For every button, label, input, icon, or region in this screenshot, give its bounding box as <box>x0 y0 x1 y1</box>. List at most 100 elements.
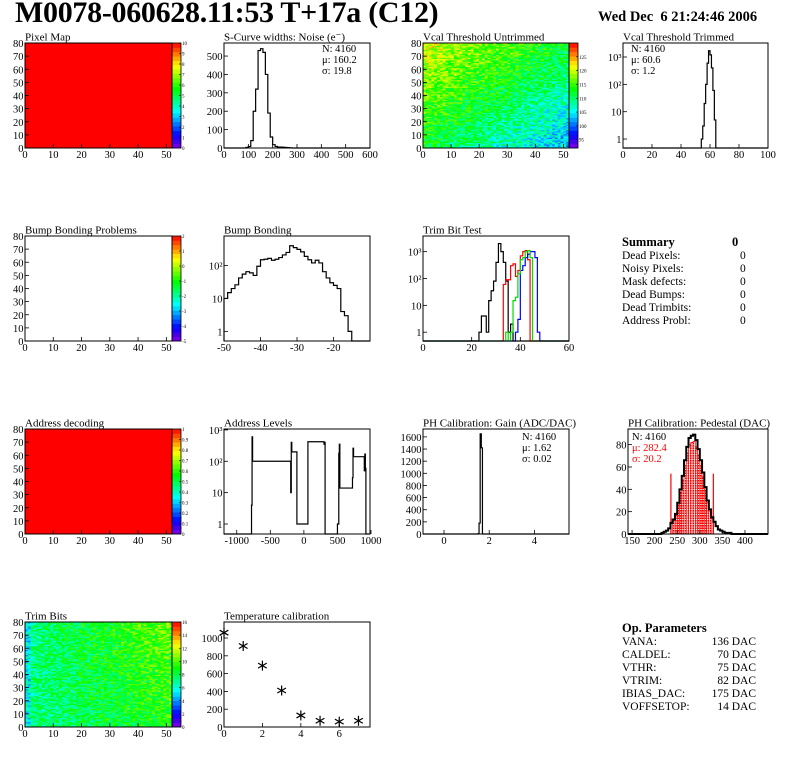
heatmap-cell <box>462 94 466 96</box>
heatmap-cell <box>30 719 34 721</box>
heatmap-cell <box>552 106 556 108</box>
heatmap-cell <box>498 112 502 115</box>
heatmap-cell <box>456 103 460 105</box>
heatmap-cell <box>473 121 477 124</box>
heatmap-cell <box>521 121 525 124</box>
heatmap-cell <box>425 109 429 112</box>
heatmap-cell <box>481 95 486 98</box>
heatmap-cell <box>465 141 469 144</box>
heatmap-cell <box>493 91 497 94</box>
heatmap-cell <box>498 96 502 99</box>
heatmap-cell <box>453 95 457 98</box>
heatmap-cell <box>451 119 455 121</box>
heatmap-cell <box>453 103 457 105</box>
heatmap-cell <box>566 54 570 57</box>
x-tick-label: 400 <box>313 150 329 161</box>
heatmap-cell <box>448 75 452 78</box>
heatmap-cell <box>552 95 556 98</box>
heatmap-cell <box>490 132 494 134</box>
x-tick-label: 40 <box>133 343 144 354</box>
heatmap-cell <box>473 129 477 132</box>
heatmap-cell <box>512 136 516 138</box>
heatmap-cell <box>448 52 452 54</box>
heatmap-cell <box>563 67 567 70</box>
heatmap-cell <box>512 46 516 49</box>
heatmap-cell <box>557 62 561 65</box>
colorbar-band <box>172 113 181 118</box>
heatmap-cell <box>543 90 547 92</box>
heatmap-cell <box>512 123 516 125</box>
heatmap-cell <box>524 145 528 147</box>
heatmap-cell <box>467 67 472 70</box>
heatmap-cell <box>543 74 547 77</box>
heatmap-cell <box>493 128 497 130</box>
heatmap-cell <box>501 116 505 119</box>
heatmap-cell <box>560 62 564 65</box>
heatmap-cell <box>498 137 502 140</box>
heatmap-cell <box>535 85 539 87</box>
heatmap-cell <box>462 99 466 102</box>
heatmap-cell <box>540 125 545 128</box>
heatmap-cell <box>481 102 486 104</box>
heatmap-cell <box>496 141 500 144</box>
heatmap-cell <box>501 62 505 65</box>
heatmap-cell <box>496 77 500 79</box>
colorbar-band <box>172 459 181 465</box>
heatmap-cell <box>512 109 516 112</box>
heatmap-cell <box>554 78 559 81</box>
heatmap-cell <box>552 127 556 129</box>
heatmap-cell <box>552 141 556 144</box>
heatmap-cell <box>560 73 564 75</box>
heatmap-cell <box>529 60 533 62</box>
heatmap-cell <box>465 130 469 133</box>
heatmap-cell <box>540 130 545 133</box>
heatmap-cell <box>552 75 556 78</box>
heatmap-cell <box>532 104 536 107</box>
heatmap-cell <box>467 132 472 134</box>
heatmap-cell <box>510 73 514 75</box>
heatmap-cell <box>437 45 441 48</box>
heatmap-cell <box>554 52 559 54</box>
heatmap-cell <box>33 657 37 660</box>
heatmap-cell <box>442 115 446 117</box>
heatmap-cell <box>504 128 508 130</box>
heatmap-cell <box>423 134 427 137</box>
heatmap-cell <box>465 107 469 109</box>
heatmap-cell <box>566 123 570 125</box>
heatmap-cell <box>33 666 37 669</box>
heatmap-cell <box>512 81 516 83</box>
colorbar-band <box>172 253 181 259</box>
heatmap-cell <box>554 61 559 63</box>
heatmap-cell <box>476 96 480 99</box>
heatmap-cell <box>437 109 441 112</box>
heatmap-cell <box>535 119 539 121</box>
x-tick-label: -20 <box>327 343 341 354</box>
heatmap-cell <box>552 43 556 45</box>
heatmap-cell <box>445 74 449 77</box>
heatmap-cell <box>451 50 455 53</box>
heatmap-cell <box>36 707 40 709</box>
heatmap-cell <box>448 108 452 111</box>
heatmap-cell <box>538 83 542 86</box>
heatmap-cell <box>546 116 550 119</box>
x-tick-label: 50 <box>558 150 569 161</box>
heatmap-cell <box>543 142 547 145</box>
heatmap-cell <box>563 50 567 53</box>
heatmap-cell <box>504 90 508 92</box>
heatmap-cell <box>496 60 500 62</box>
heatmap-cell <box>546 50 550 53</box>
heatmap-cell <box>423 44 427 46</box>
heatmap-cell <box>467 86 472 88</box>
heatmap-cell <box>563 56 567 58</box>
heatmap-cell <box>524 81 528 83</box>
heatmap-cell <box>540 54 545 57</box>
heatmap-cell <box>437 108 441 111</box>
heatmap-cell <box>33 662 37 665</box>
heatmap-cell <box>518 137 522 140</box>
heatmap-cell <box>535 73 539 75</box>
heatmap-cell <box>566 136 570 138</box>
y-tick-label: 80 <box>13 232 24 243</box>
heatmap-cell <box>476 56 480 58</box>
heatmap-cell <box>546 127 550 129</box>
heatmap-cell <box>423 65 427 67</box>
